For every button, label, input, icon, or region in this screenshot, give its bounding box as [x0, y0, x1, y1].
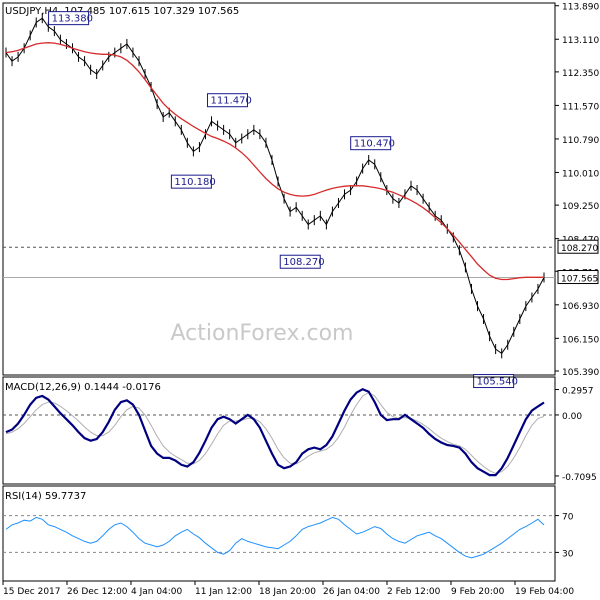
rsi-line	[5, 516, 545, 559]
price-series-line	[5, 17, 545, 355]
price-annotation-box	[350, 136, 392, 151]
price-tick-label: 106.930	[562, 302, 599, 312]
rsi-panel-frame	[2, 485, 556, 582]
price-annotation: 113.380	[48, 11, 93, 26]
moving-average-line	[5, 42, 544, 281]
macd-tick-label: -0.7095	[562, 473, 597, 483]
price-annotation-box	[473, 374, 515, 389]
x-tick-label: 19 Feb 04:00	[515, 587, 574, 597]
price-panel-frame	[2, 2, 556, 376]
rsi-label: RSI(14) 59.7737	[5, 491, 86, 502]
price-annotations: 108.270 107.565 113.380 111.470 110.180 110.4…	[48, 11, 599, 389]
x-tick-label: 26 Dec 12:00	[67, 587, 128, 597]
price-annotation: 111.470	[206, 93, 252, 108]
rsi-panel: RSI(14) 59.7737 70 30	[2, 485, 574, 582]
price-tick-label: 111.570	[562, 102, 599, 112]
rsi-tick-label: 70	[562, 513, 574, 523]
price-annotation-label: 105.540	[477, 377, 518, 388]
price-annotation-label: 113.380	[52, 14, 93, 25]
price-tick-label: 110.010	[562, 169, 599, 179]
macd-line	[5, 387, 545, 477]
macd-plot	[3, 387, 555, 477]
current-price-box: 107.565	[557, 270, 599, 285]
price-annotation: 105.540	[473, 374, 518, 389]
level-line-box-label: 108.270	[561, 244, 598, 254]
x-axis: 15 Dec 2017 26 Dec 12:00 4 Jan 04:00 11 Jan…	[2, 581, 574, 597]
macd-panel: MACD(12,26,9) 0.1444 -0.0176 0.2957 0.00 -…	[2, 376, 597, 485]
level-line-box: 108.270	[557, 239, 599, 254]
current-price-box-frame	[557, 270, 599, 285]
watermark: ActionForex.com	[171, 321, 354, 346]
rsi-tick-label: 30	[562, 549, 574, 559]
price-annotation-label: 110.470	[354, 139, 395, 150]
x-tick-label: 18 Jan 20:00	[259, 587, 316, 597]
macd-tick-label: 0.2957	[562, 387, 594, 397]
x-tick-label: 4 Jan 04:00	[131, 587, 183, 597]
price-annotation-label: 111.470	[210, 96, 251, 107]
x-tick-label: 15 Dec 2017	[3, 587, 61, 597]
price-annotation: 110.180	[170, 174, 216, 189]
level-line-box-frame	[557, 239, 599, 254]
x-tick-label: 11 Jan 12:00	[195, 587, 252, 597]
macd-panel-frame	[2, 376, 556, 485]
price-tick-label: 106.150	[562, 335, 599, 345]
rsi-axis: 70 30	[555, 513, 574, 559]
price-annotation: 110.470	[350, 136, 395, 151]
price-annotation-box	[48, 11, 90, 26]
price-tick-label: 112.350	[562, 69, 599, 79]
rsi-plot	[3, 515, 555, 559]
x-tick-label: 26 Jan 04:00	[323, 587, 380, 597]
price-annotation-box	[170, 174, 212, 189]
price-tick-label: 109.250	[562, 202, 599, 212]
price-tick-label: 105.390	[562, 368, 599, 378]
price-annotation-label: 108.270	[283, 257, 324, 268]
macd-axis: 0.2957 0.00 -0.7095	[555, 387, 597, 483]
price-annotation-box	[279, 254, 321, 269]
price-tick-label: 113.110	[562, 36, 599, 46]
price-tick-label: 110.790	[562, 136, 599, 146]
price-annotation: 108.270	[279, 254, 325, 269]
instrument-label: USDJPY,H4	[5, 6, 58, 17]
macd-signal-line	[5, 392, 545, 474]
price-plot	[3, 13, 555, 359]
price-annotation-label: 110.180	[174, 177, 215, 188]
macd-label: MACD(12,26,9) 0.1444 -0.0176	[5, 382, 161, 393]
price-tick-label: 113.890	[562, 3, 599, 13]
x-tick-label: 9 Feb 20:00	[451, 587, 505, 597]
x-tick-label: 2 Feb 12:00	[387, 587, 441, 597]
price-panel: USDJPY,H4 107.485 107.615 107.329 107.565…	[2, 2, 599, 389]
price-annotation-box	[206, 93, 248, 108]
current-price-box-label: 107.565	[561, 275, 598, 285]
ohlc-header: 107.485 107.615 107.329 107.565	[64, 6, 239, 17]
macd-tick-label: 0.00	[562, 412, 582, 422]
price-panel-header: USDJPY,H4 107.485 107.615 107.329 107.565	[5, 6, 239, 17]
